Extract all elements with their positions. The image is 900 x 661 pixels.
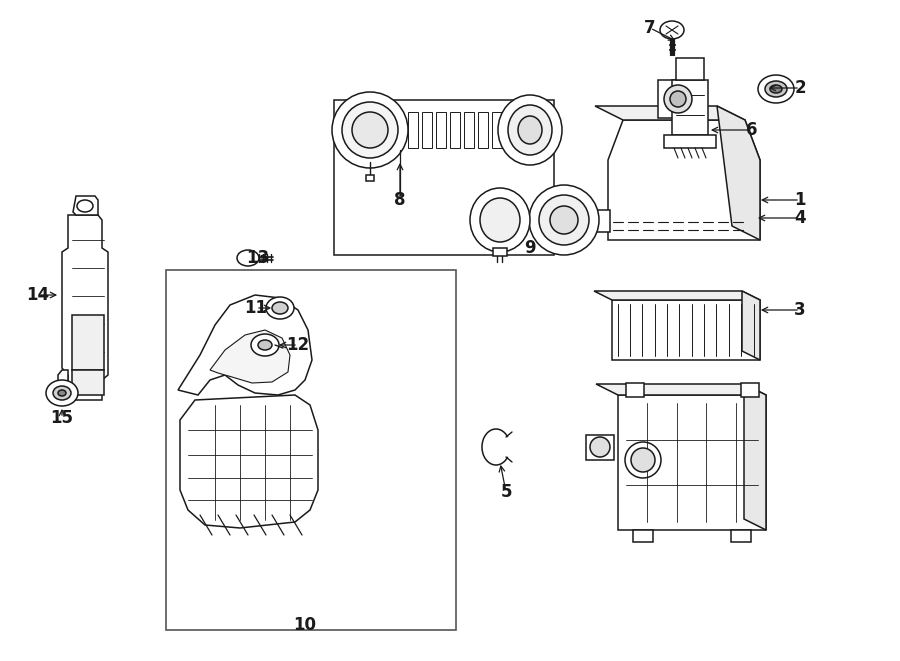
Polygon shape	[58, 370, 68, 400]
Ellipse shape	[550, 206, 578, 234]
Polygon shape	[744, 384, 766, 530]
Polygon shape	[422, 112, 432, 148]
Ellipse shape	[770, 85, 782, 93]
Bar	[493, 248, 507, 256]
Text: 6: 6	[746, 121, 758, 139]
Ellipse shape	[272, 302, 288, 314]
Polygon shape	[676, 58, 704, 80]
Ellipse shape	[470, 188, 530, 252]
Polygon shape	[596, 384, 766, 395]
Ellipse shape	[498, 95, 562, 165]
Ellipse shape	[480, 198, 520, 242]
Text: 8: 8	[394, 191, 406, 209]
Text: 15: 15	[50, 409, 74, 427]
Ellipse shape	[529, 185, 599, 255]
Ellipse shape	[518, 116, 542, 144]
Text: 5: 5	[500, 483, 512, 501]
Polygon shape	[73, 196, 98, 215]
Bar	[658, 80, 698, 118]
Ellipse shape	[508, 105, 552, 155]
Text: 9: 9	[524, 239, 536, 257]
Text: 14: 14	[26, 286, 50, 304]
Polygon shape	[450, 112, 460, 148]
Polygon shape	[717, 106, 760, 240]
Polygon shape	[436, 112, 446, 148]
Ellipse shape	[352, 112, 388, 148]
Text: 11: 11	[245, 299, 267, 317]
Text: 1: 1	[794, 191, 806, 209]
Polygon shape	[594, 291, 760, 300]
Ellipse shape	[266, 297, 294, 319]
Polygon shape	[478, 112, 488, 148]
Ellipse shape	[664, 85, 692, 113]
Text: 13: 13	[247, 249, 270, 267]
Polygon shape	[664, 135, 716, 148]
Bar	[626, 383, 644, 397]
Text: 4: 4	[794, 209, 806, 227]
Ellipse shape	[237, 250, 259, 266]
Bar	[596, 210, 610, 232]
Polygon shape	[464, 112, 474, 148]
Text: 10: 10	[293, 616, 317, 634]
Text: 7: 7	[644, 19, 656, 37]
Bar	[633, 530, 653, 542]
Polygon shape	[506, 112, 516, 148]
Polygon shape	[672, 80, 708, 135]
Ellipse shape	[46, 380, 78, 406]
Text: 12: 12	[286, 336, 310, 354]
Bar	[72, 370, 104, 395]
Ellipse shape	[660, 21, 684, 39]
Ellipse shape	[342, 102, 398, 158]
Text: 2: 2	[794, 79, 806, 97]
Polygon shape	[180, 395, 318, 528]
Bar	[334, 100, 554, 255]
Ellipse shape	[77, 200, 93, 212]
Polygon shape	[595, 106, 745, 120]
Ellipse shape	[332, 92, 408, 168]
Text: 3: 3	[794, 301, 806, 319]
Polygon shape	[62, 215, 108, 400]
Ellipse shape	[58, 390, 66, 396]
Ellipse shape	[631, 448, 655, 472]
Ellipse shape	[539, 195, 589, 245]
Ellipse shape	[258, 340, 272, 350]
Ellipse shape	[758, 75, 794, 103]
Bar	[72, 315, 104, 370]
Ellipse shape	[670, 91, 686, 107]
Polygon shape	[608, 120, 760, 240]
Bar	[586, 435, 614, 460]
Bar	[166, 270, 456, 630]
Bar	[741, 383, 759, 397]
Polygon shape	[618, 395, 766, 530]
Polygon shape	[408, 112, 418, 148]
Ellipse shape	[590, 437, 610, 457]
Ellipse shape	[765, 81, 787, 97]
Polygon shape	[492, 112, 502, 148]
Polygon shape	[210, 330, 290, 383]
Bar	[731, 530, 751, 542]
Polygon shape	[742, 291, 760, 360]
Ellipse shape	[251, 334, 279, 356]
Polygon shape	[612, 300, 760, 360]
Polygon shape	[178, 295, 312, 395]
Ellipse shape	[53, 386, 71, 400]
Bar	[366, 175, 374, 181]
